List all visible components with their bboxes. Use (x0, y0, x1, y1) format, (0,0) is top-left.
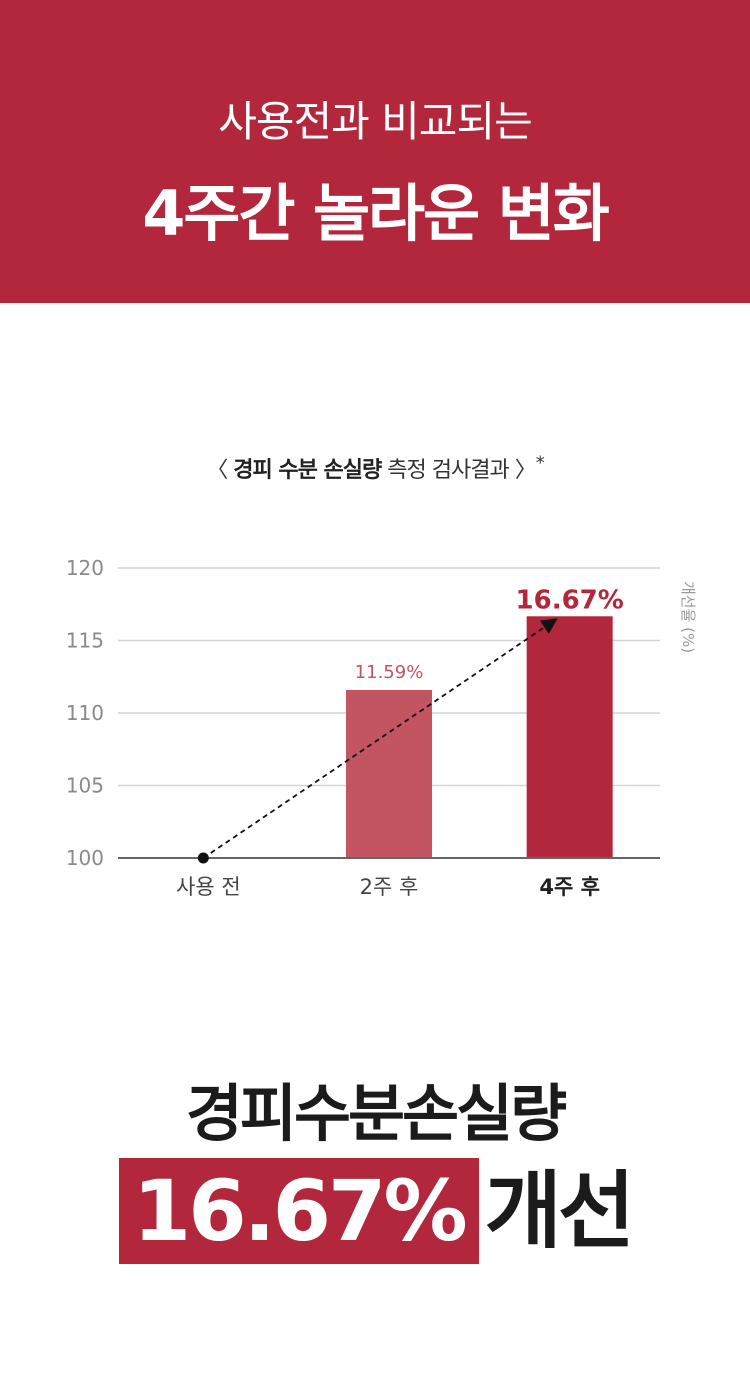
summary-title: 경피수분손실량 (185, 1077, 567, 1150)
summary-improvement: 개선 (484, 1162, 636, 1260)
header-banner: 사용전과 비교되는 4주간 놀라운 변화 (0, 0, 750, 303)
x-tick-label: 사용 전 (176, 875, 241, 899)
start-point (197, 852, 209, 864)
chart-title-bold: 경피 수분 손실량 (233, 458, 382, 483)
chart-title-asterisk: * (535, 452, 545, 474)
summary-percent: 16.67% (118, 1158, 479, 1264)
trend-arrowhead (539, 618, 558, 634)
chart-title-rest: 측정 검사결과 〉 (381, 458, 536, 483)
y-tick-label: 115 (66, 629, 104, 653)
y-tick-label: 110 (66, 701, 104, 725)
y-axis-label: 개선율 (%) (679, 581, 697, 653)
y-tick-label: 105 (66, 774, 104, 798)
data-label: 16.67% (516, 585, 624, 615)
chart-title: 〈 경피 수분 손실량 측정 검사결과 〉* (0, 452, 750, 484)
bar-chart: 100 105 110 115 120 11.59% 16.67% 사용 전 2주 후 4주 후 개… (66, 556, 697, 899)
y-tick-label: 100 (66, 846, 104, 870)
data-label: 11.59% (355, 662, 424, 683)
summary-result: 16.67% 개선 (0, 1158, 750, 1264)
chart-title-open: 〈 (206, 458, 234, 483)
y-tick-label: 120 (66, 556, 104, 580)
bar (526, 616, 613, 858)
trend-line (202, 626, 545, 859)
header-line2: 4주간 놀라운 변화 (142, 177, 610, 250)
bar (346, 689, 432, 858)
header-line1: 사용전과 비교되는 (218, 97, 532, 146)
x-tick-label: 2주 후 (360, 875, 419, 899)
x-tick-label: 4주 후 (539, 875, 600, 899)
